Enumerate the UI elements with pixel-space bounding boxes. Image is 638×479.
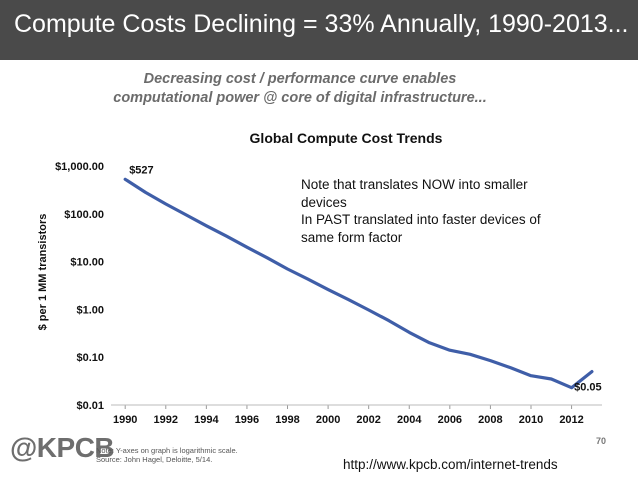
page-number: 70 [596,436,607,446]
y-tick-label: $1.00 [76,304,104,316]
chart-annotations: $527 $0.05 [129,164,601,393]
footnote-line-2: Source: John Hagel, Deloitte, 5/14. [96,455,213,464]
x-tick-label: 2008 [478,414,502,426]
source-url: http://www.kpcb.com/internet-trends [343,457,558,472]
x-tick-label: 1990 [113,414,137,426]
footnote-line-1: Note: Y-axes on graph is logarithmic sca… [96,446,238,455]
note-line-3: In PAST translated into faster devices o… [301,212,541,227]
note-box: Note that translates NOW into smaller de… [301,176,591,246]
note-line-2: devices [301,194,347,210]
y-tick-label: $100.00 [64,209,104,221]
note-line-4: same form factor [301,229,403,245]
x-tick-label: 2004 [397,414,422,426]
x-tick-label: 1998 [275,414,299,426]
slide-title: Compute Costs Declining = 33% Annually, … [14,10,629,38]
x-tick-label: 1992 [154,414,178,426]
x-tick-label: 2000 [316,414,340,426]
y-tick-label: $0.01 [76,400,104,412]
x-axis-ticks: 1990 1992 1994 1996 1998 2000 2002 2004 2006 2008… [113,405,584,426]
cost-trend-line [123,177,594,390]
x-tick-label: 2012 [559,414,583,426]
y-tick-label: $1,000.00 [55,161,104,173]
chart-title: Global Compute Cost Trends [250,130,443,146]
x-tick-label: 1994 [194,414,219,426]
y-tick-label: $10.00 [70,257,104,269]
y-tick-label: $0.10 [76,352,104,364]
x-tick-label: 2006 [438,414,462,426]
y-axis-label: $ per 1 MM transistors [37,214,49,331]
x-tick-label: 1996 [235,414,259,426]
y-axis-ticks: $1,000.00 $100.00 $10.00 $1.00 $0.10 $0.01 [55,161,104,412]
x-tick-label: 2010 [519,414,543,426]
kpcb-logo: @KPCB [10,432,115,463]
data-label: $527 [129,164,153,176]
footnote: Note: Y-axes on graph is logarithmic sca… [96,446,238,464]
x-tick-label: 2002 [356,414,380,426]
subtitle-line-2: computational power @ core of digital in… [113,90,487,106]
note-line-1: Note that translates NOW into smaller [301,177,528,192]
subtitle-line-1: Decreasing cost / performance curve enab… [143,71,457,87]
slide-subtitle: Decreasing cost / performance curve enab… [60,70,540,108]
data-label: $0.05 [574,382,602,394]
title-bar: Compute Costs Declining = 33% Annually, … [0,0,638,60]
